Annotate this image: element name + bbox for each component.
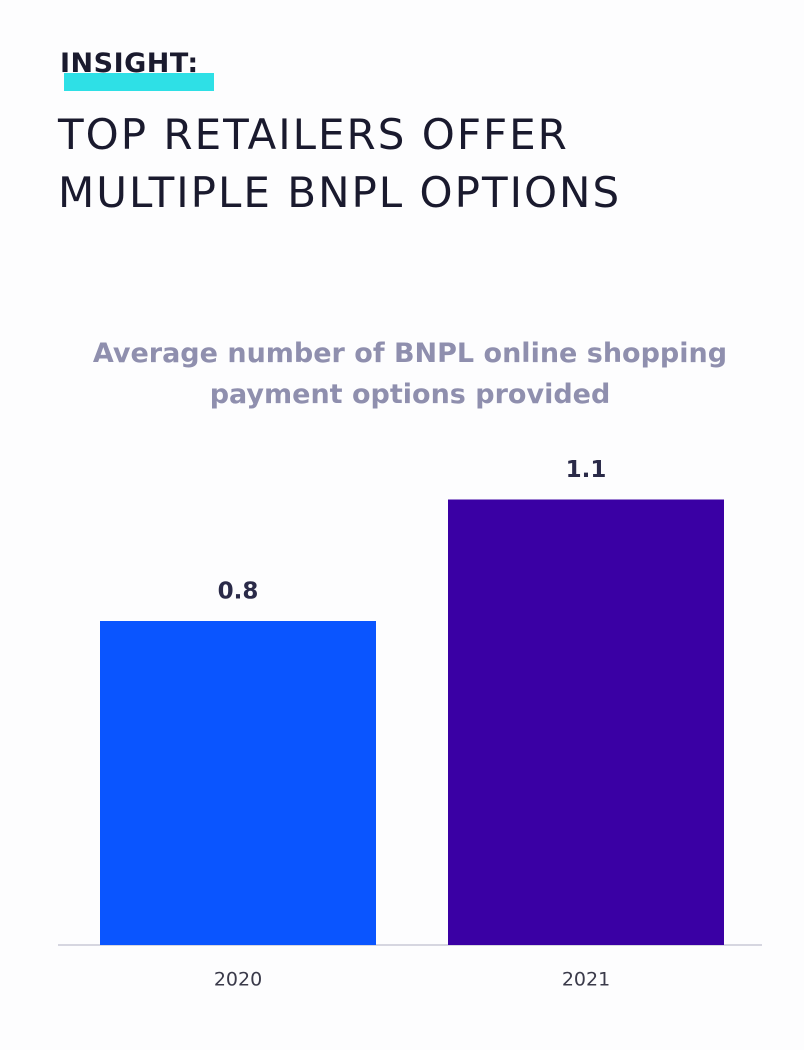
bar	[448, 499, 724, 945]
x-tick-label: 2020	[214, 969, 262, 991]
chart-subtitle: Average number of BNPL online shopping p…	[92, 338, 728, 410]
value-label: 0.8	[218, 579, 259, 605]
highlight	[64, 73, 214, 91]
kicker: INSIGHT:	[60, 48, 199, 79]
chart-title: TOP RETAILERS OFFER MULTIPLE BNPL OPTION…	[58, 110, 622, 217]
value-label: 1.1	[566, 457, 607, 483]
x-tick-label: 2021	[562, 969, 610, 991]
kicker-block: INSIGHT:	[60, 48, 214, 91]
bar	[100, 621, 376, 945]
